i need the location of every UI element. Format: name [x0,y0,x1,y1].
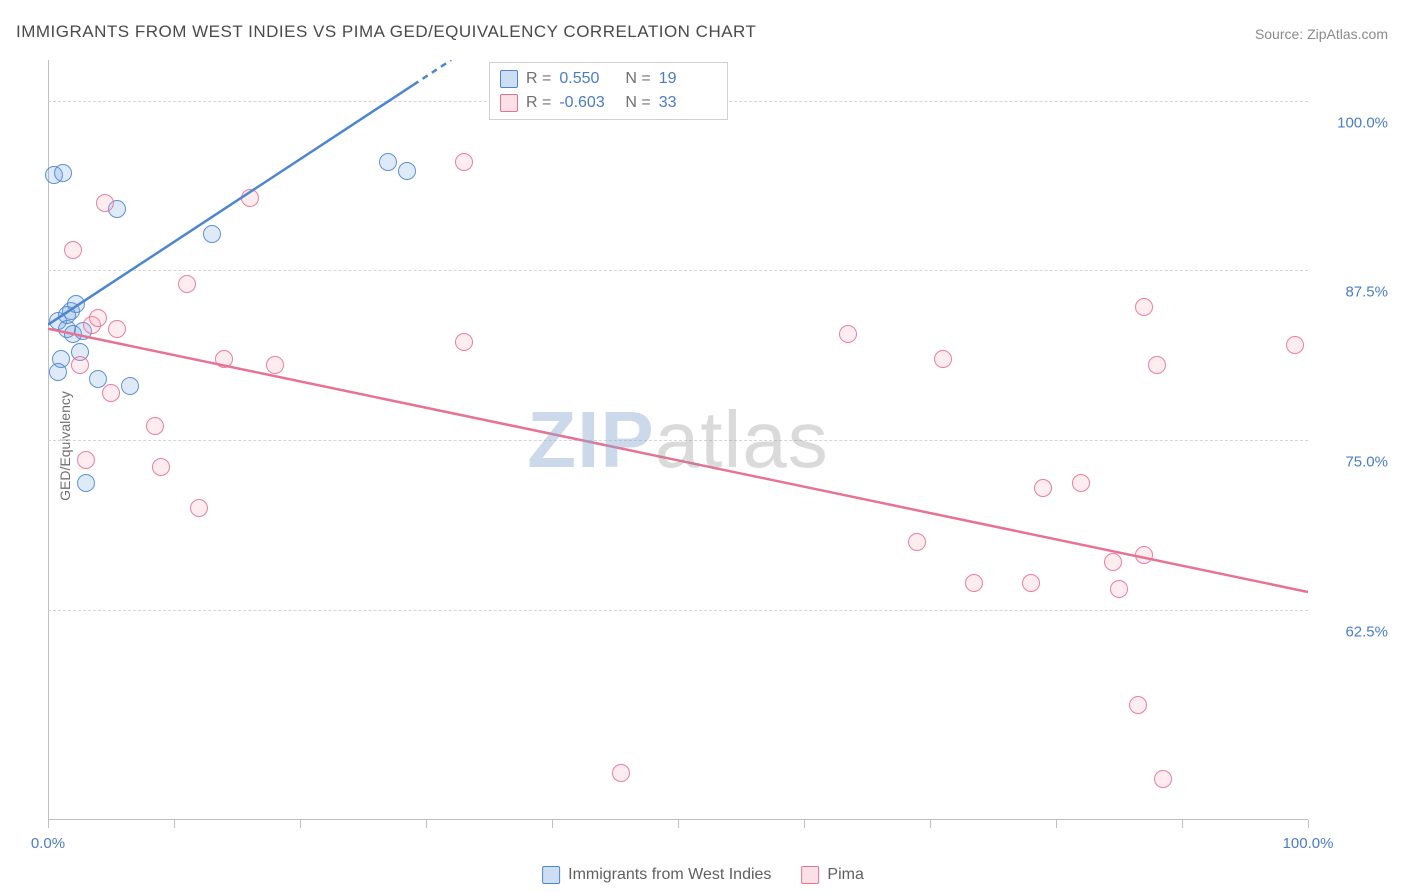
legend-n-label: N = [625,70,650,88]
legend-r-value: 0.550 [559,70,617,88]
gridline [48,610,1308,611]
correlation-legend: R = 0.550 N = 19 R = -0.603 N = 33 [489,62,728,120]
data-point [102,384,120,402]
data-point [1034,479,1052,497]
legend-r-value: -0.603 [559,94,617,112]
x-tick [930,820,931,828]
data-point [178,275,196,293]
data-point [121,377,139,395]
data-point [1135,298,1153,316]
source-attribution: Source: ZipAtlas.com [1255,26,1388,42]
legend-item: Pima [801,866,863,884]
data-point [241,189,259,207]
plot-layer: 62.5%75.0%87.5%100.0%0.0%100.0% [48,60,1308,820]
chart-plot-area: 62.5%75.0%87.5%100.0%0.0%100.0% ZIPatlas… [48,60,1308,820]
legend-n-value: 19 [659,70,717,88]
data-point [146,417,164,435]
legend-n-label: N = [625,94,650,112]
data-point [1135,546,1153,564]
legend-swatch [500,94,518,112]
data-point [54,164,72,182]
legend-swatch [542,866,560,884]
data-point [379,153,397,171]
legend-r-label: R = [526,70,551,88]
data-point [612,764,630,782]
data-point [266,356,284,374]
y-tick-label: 87.5% [1318,284,1388,301]
data-point [64,241,82,259]
data-point [934,350,952,368]
x-tick-label: 100.0% [1283,835,1334,852]
data-point [96,194,114,212]
data-point [455,333,473,351]
legend-item: Immigrants from West Indies [542,866,771,884]
gridline [48,440,1308,441]
data-point [108,320,126,338]
data-point [49,363,67,381]
data-point [1110,580,1128,598]
data-point [77,451,95,469]
y-tick-label: 75.0% [1318,454,1388,471]
x-tick [678,820,679,828]
data-point [1072,474,1090,492]
data-point [908,533,926,551]
data-point [1148,356,1166,374]
legend-series-name: Immigrants from West Indies [568,866,771,884]
data-point [77,474,95,492]
legend-swatch [801,866,819,884]
data-point [398,162,416,180]
x-tick [300,820,301,828]
y-tick-label: 100.0% [1318,114,1388,131]
legend-row: R = 0.550 N = 19 [500,67,717,91]
legend-row: R = -0.603 N = 33 [500,91,717,115]
data-point [1022,574,1040,592]
x-tick [552,820,553,828]
data-point [1104,553,1122,571]
x-tick [174,820,175,828]
data-point [152,458,170,476]
data-point [455,153,473,171]
legend-series-name: Pima [827,866,863,884]
y-tick-label: 62.5% [1318,623,1388,640]
chart-title: IMMIGRANTS FROM WEST INDIES VS PIMA GED/… [16,22,756,42]
x-tick [804,820,805,828]
x-tick [48,820,49,828]
data-point [1154,770,1172,788]
legend-swatch [500,70,518,88]
legend-r-label: R = [526,94,551,112]
legend-n-value: 33 [659,94,717,112]
data-point [965,574,983,592]
data-point [1286,336,1304,354]
data-point [89,309,107,327]
gridline [48,270,1308,271]
x-tick [1056,820,1057,828]
data-point [190,499,208,517]
data-point [1129,696,1147,714]
data-point [215,350,233,368]
data-point [839,325,857,343]
x-tick-label: 0.0% [31,835,65,852]
x-tick [1308,820,1309,828]
data-point [203,225,221,243]
series-legend: Immigrants from West Indies Pima [542,866,864,884]
x-tick [1182,820,1183,828]
data-point [58,306,76,324]
x-tick [426,820,427,828]
data-point [71,356,89,374]
